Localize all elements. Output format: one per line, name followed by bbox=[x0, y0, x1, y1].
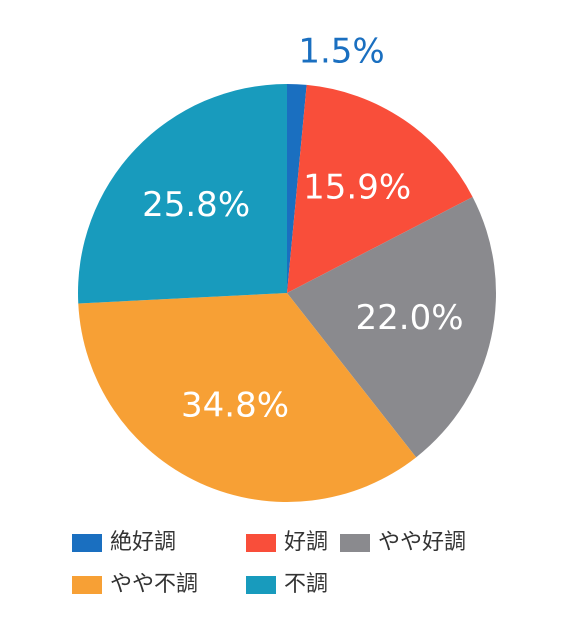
legend-swatch bbox=[246, 576, 276, 594]
pie-slice bbox=[287, 196, 496, 458]
legend-swatch bbox=[72, 534, 102, 552]
value-label: 25.8% bbox=[142, 185, 250, 225]
value-label: 34.8% bbox=[181, 386, 289, 426]
pie-slice bbox=[78, 293, 417, 502]
legend-label: 不調 bbox=[284, 572, 328, 597]
legend-label: 好調 bbox=[284, 530, 328, 555]
value-label: 15.9% bbox=[303, 168, 411, 208]
pie-slice bbox=[287, 84, 473, 293]
legend-label: やや不調 bbox=[110, 572, 198, 597]
legend-swatch bbox=[246, 534, 276, 552]
value-label: 22.0% bbox=[356, 298, 464, 338]
pie-slice bbox=[287, 84, 307, 293]
legend-label: やや好調 bbox=[378, 530, 466, 555]
value-label: 1.5% bbox=[298, 31, 384, 71]
legend-label: 絶好調 bbox=[110, 530, 176, 555]
legend-swatch bbox=[72, 576, 102, 594]
pie-slice bbox=[78, 84, 287, 304]
legend-swatch bbox=[340, 534, 370, 552]
